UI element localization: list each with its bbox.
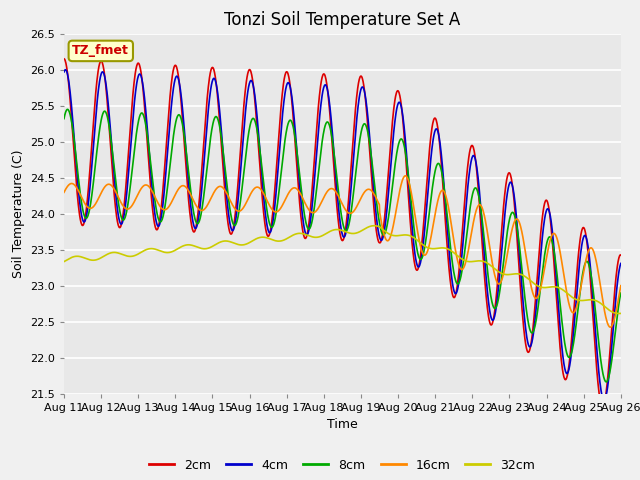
16cm	[617, 283, 625, 288]
8cm	[551, 255, 559, 261]
Line: 32cm: 32cm	[64, 226, 621, 313]
16cm	[170, 194, 178, 200]
8cm	[184, 167, 192, 172]
32cm	[615, 311, 623, 316]
16cm	[551, 231, 559, 237]
8cm	[602, 379, 610, 385]
32cm	[184, 242, 191, 248]
Title: Tonzi Soil Temperature Set A: Tonzi Soil Temperature Set A	[224, 11, 461, 29]
8cm	[429, 180, 437, 185]
4cm	[429, 137, 437, 143]
4cm	[171, 78, 179, 84]
Line: 4cm: 4cm	[64, 70, 621, 400]
32cm	[551, 284, 559, 290]
4cm	[61, 67, 69, 72]
2cm	[246, 67, 254, 73]
16cm	[60, 190, 68, 195]
Y-axis label: Soil Temperature (C): Soil Temperature (C)	[12, 149, 24, 278]
32cm	[502, 272, 509, 277]
32cm	[60, 259, 68, 264]
16cm	[184, 187, 191, 192]
16cm	[502, 260, 509, 265]
2cm	[429, 120, 436, 126]
2cm	[60, 56, 68, 61]
8cm	[171, 125, 179, 131]
16cm	[429, 222, 437, 228]
2cm	[599, 404, 607, 410]
32cm	[370, 223, 378, 228]
8cm	[63, 107, 71, 112]
32cm	[617, 311, 625, 316]
16cm	[607, 324, 614, 330]
2cm	[551, 269, 559, 275]
4cm	[600, 397, 608, 403]
8cm	[502, 240, 509, 245]
2cm	[184, 188, 191, 194]
8cm	[60, 116, 68, 121]
32cm	[429, 246, 437, 252]
32cm	[246, 240, 254, 245]
2cm	[170, 64, 178, 70]
X-axis label: Time: Time	[327, 418, 358, 431]
8cm	[246, 120, 254, 126]
Legend: 2cm, 4cm, 8cm, 16cm, 32cm: 2cm, 4cm, 8cm, 16cm, 32cm	[145, 454, 540, 477]
4cm	[246, 78, 254, 84]
Line: 2cm: 2cm	[64, 59, 621, 407]
8cm	[617, 290, 625, 296]
2cm	[617, 252, 625, 258]
2cm	[502, 185, 509, 191]
16cm	[246, 192, 254, 198]
32cm	[170, 248, 178, 253]
4cm	[502, 202, 509, 207]
16cm	[401, 173, 409, 179]
4cm	[617, 261, 625, 266]
Line: 8cm: 8cm	[64, 109, 621, 382]
4cm	[60, 69, 68, 75]
Line: 16cm: 16cm	[64, 176, 621, 327]
Text: TZ_fmet: TZ_fmet	[72, 44, 129, 58]
4cm	[184, 176, 192, 181]
4cm	[551, 258, 559, 264]
